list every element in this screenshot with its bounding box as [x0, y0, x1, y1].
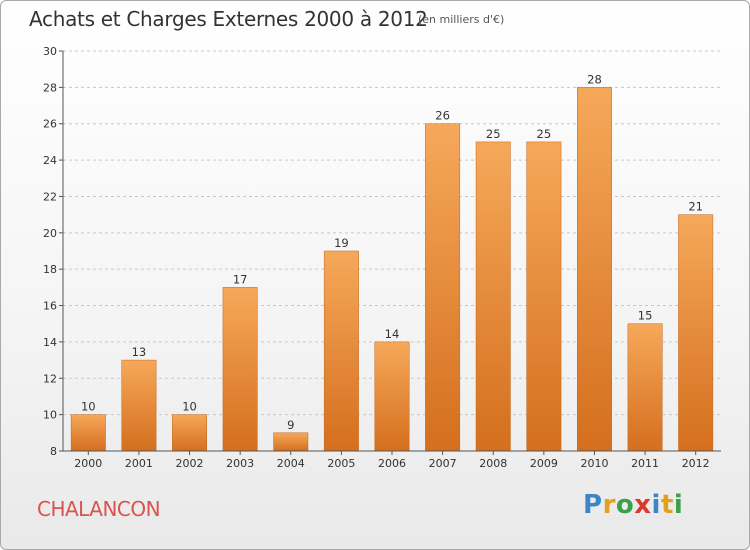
- x-tick-label: 2007: [429, 457, 457, 470]
- bar: [222, 287, 258, 452]
- bar: [273, 432, 309, 452]
- x-tick-label: 2011: [631, 457, 659, 470]
- x-tick-label: 2000: [74, 457, 102, 470]
- data-label: 25: [537, 127, 552, 141]
- data-label: 15: [638, 309, 653, 323]
- logo-letter: i: [673, 490, 684, 520]
- bar: [475, 141, 511, 452]
- logo-letter: t: [660, 490, 674, 520]
- bar: [678, 214, 714, 452]
- logo-letter: i: [651, 490, 661, 520]
- x-tick-label: 2009: [530, 457, 558, 470]
- bar: [577, 87, 612, 452]
- y-tick-label: 12: [43, 372, 57, 385]
- y-tick-label: 22: [43, 190, 57, 203]
- bar: [374, 341, 410, 452]
- y-tick-label: 10: [43, 409, 57, 422]
- data-label: 9: [287, 418, 294, 432]
- data-label: 19: [334, 236, 349, 250]
- data-label: 14: [385, 327, 400, 341]
- y-tick-label: 24: [43, 154, 57, 167]
- data-label: 25: [486, 127, 501, 141]
- proxiti-logo: Proxiti: [583, 490, 683, 520]
- logo-letter: P: [583, 490, 603, 520]
- bar: [323, 250, 359, 452]
- bar: [627, 323, 663, 452]
- bar: [172, 414, 207, 452]
- y-tick-label: 28: [43, 81, 57, 94]
- y-tick-label: 14: [43, 336, 57, 349]
- y-tick-label: 18: [43, 263, 57, 276]
- commune-name: CHALANCON: [37, 497, 161, 521]
- x-tick-label: 2001: [125, 457, 153, 470]
- y-tick-label: 8: [50, 445, 57, 458]
- y-tick-label: 26: [43, 118, 57, 131]
- x-tick-label: 2002: [176, 457, 204, 470]
- x-tick-label: 2005: [327, 457, 355, 470]
- y-tick-label: 30: [43, 45, 57, 58]
- data-label: 21: [688, 200, 703, 214]
- x-tick-label: 2010: [580, 457, 608, 470]
- x-tick-label: 2003: [226, 457, 254, 470]
- x-tick-label: 2006: [378, 457, 406, 470]
- data-label: 17: [233, 272, 248, 286]
- chart-subtitle: (en milliers d'€): [418, 13, 505, 26]
- data-label: 10: [182, 400, 197, 414]
- x-tick-label: 2008: [479, 457, 507, 470]
- logo-letter: x: [634, 490, 652, 520]
- x-tick-label: 2012: [682, 457, 710, 470]
- x-tick-label: 2004: [277, 457, 305, 470]
- bar: [121, 359, 157, 452]
- data-label: 26: [435, 109, 450, 123]
- bar: [70, 414, 106, 452]
- data-label: 10: [81, 400, 96, 414]
- chart-title: Achats et Charges Externes 2000 à 2012: [29, 7, 428, 31]
- data-label: 13: [132, 345, 147, 359]
- bar: [425, 123, 461, 452]
- data-label: 28: [587, 72, 602, 86]
- y-tick-label: 20: [43, 227, 57, 240]
- bar: [526, 141, 562, 452]
- logo-letter: r: [602, 490, 616, 520]
- logo-letter: o: [615, 490, 635, 520]
- y-tick-label: 16: [43, 300, 57, 313]
